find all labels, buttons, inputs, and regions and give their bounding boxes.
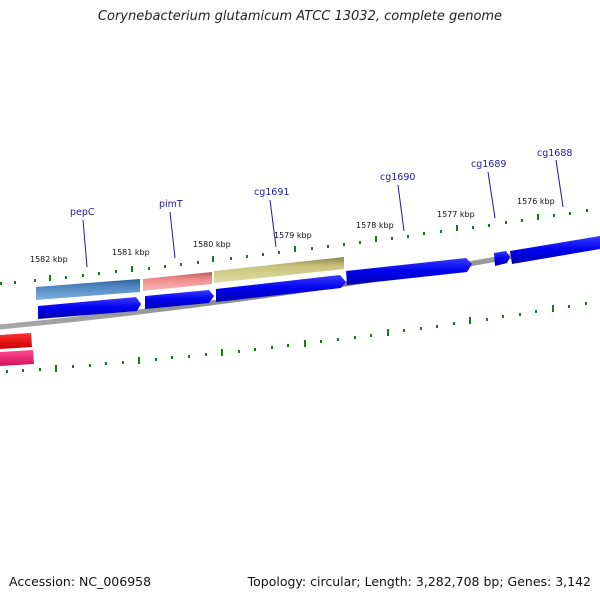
gene-label-cg1691: cg1691 <box>254 187 289 198</box>
cds-feature-cg1690[interactable] <box>346 258 472 285</box>
inner-tick-track <box>6 302 587 373</box>
kbp-label-1582: 1582 kbp <box>30 255 68 264</box>
gene-label-cg1688: cg1688 <box>537 148 572 159</box>
cds-feature-pimT[interactable] <box>145 290 214 309</box>
kbp-label-1579: 1579 kbp <box>274 231 312 240</box>
cds-feature-cg1688[interactable] <box>510 236 600 264</box>
outer-tick-track <box>0 209 588 285</box>
accession-text: Accession: NC_006958 <box>9 574 152 589</box>
kbp-label-1581: 1581 kbp <box>112 248 150 257</box>
gene-feature-cg1691[interactable] <box>214 257 344 283</box>
map-title: Corynebacterium glutamicum ATCC 13032, c… <box>97 9 503 24</box>
gene-label-cg1690: cg1690 <box>380 172 415 183</box>
gene-label-pepC: pepC <box>70 207 95 218</box>
kbp-label-1576: 1576 kbp <box>517 197 555 206</box>
gene-feature-pepC[interactable] <box>36 279 140 300</box>
cds-feature-pepC[interactable] <box>38 297 141 319</box>
kbp-label-1578: 1578 kbp <box>356 221 394 230</box>
cds-feature-cg1691[interactable] <box>216 275 346 302</box>
kbp-label-1580: 1580 kbp <box>193 240 231 249</box>
gene-feature-pimT[interactable] <box>143 272 212 291</box>
feature-pink[interactable] <box>0 350 34 366</box>
kbp-label-1577: 1577 kbp <box>437 210 475 219</box>
genome-summary-text: Topology: circular; Length: 3,282,708 bp… <box>247 574 591 589</box>
gene-label-pimT: pimT <box>159 199 183 210</box>
gene-label-cg1689: cg1689 <box>471 159 506 170</box>
label-leader-lines <box>82 159 564 268</box>
cds-feature-cg1689[interactable] <box>494 251 510 266</box>
feature-red[interactable] <box>0 333 32 349</box>
